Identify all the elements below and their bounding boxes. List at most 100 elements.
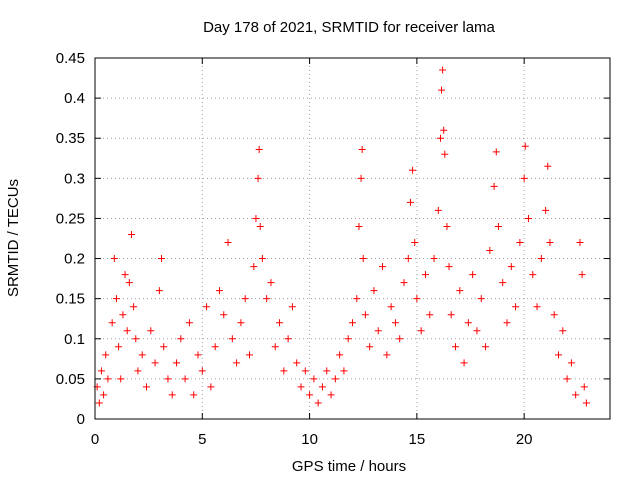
data-point [250,263,258,271]
data-point [430,255,438,263]
data-point [486,247,494,255]
data-point [516,239,524,247]
data-point [421,271,429,279]
data-point [255,145,263,153]
data-point [318,383,326,391]
data-point [578,271,586,279]
data-point [406,198,414,206]
data-point [211,343,219,351]
data-point [203,303,211,311]
data-point [512,303,520,311]
data-point [151,359,159,367]
data-point [224,239,232,247]
x-tick-label: 10 [301,431,318,448]
y-tick-labels: 0 0.05 0.1 0.15 0.2 0.25 0.3 0.35 0.4 0.45 [56,50,85,428]
x-tick-label: 15 [409,431,426,448]
data-point [220,311,228,319]
data-point [550,311,558,319]
data-point [359,255,367,263]
data-point [215,287,223,295]
data-point [252,214,260,222]
data-point [473,327,481,335]
data-point [143,383,150,391]
data-point [443,222,451,230]
data-point [370,287,378,295]
data-point [441,150,449,158]
data-point [524,214,532,222]
data-point [355,222,363,230]
data-point [409,166,417,174]
data-point [529,271,537,279]
data-point [396,335,404,343]
data-point [100,391,108,399]
data-point [233,359,241,367]
data-point [164,375,172,383]
data-point [374,327,382,335]
data-point [559,327,567,335]
data-point [104,375,112,383]
data-point [361,311,369,319]
data-point [460,359,468,367]
data-point [115,343,123,351]
data-point [254,174,262,182]
data-point [490,182,498,190]
data-point [125,279,133,287]
data-point [288,303,296,311]
data-point [353,295,361,303]
data-point [436,134,444,142]
plot-frame [94,57,611,420]
data-point [123,327,131,335]
data-point [494,222,502,230]
y-tick-label: 0 [77,411,85,428]
data-point [276,319,284,327]
data-point [358,145,366,153]
data-point [293,359,301,367]
data-point [132,335,140,343]
data-point [271,343,279,351]
data-point [503,319,511,327]
data-point [582,399,590,407]
y-tick-label: 0.05 [56,371,85,388]
data-point [198,367,206,375]
data-point [434,206,442,214]
data-point [173,359,181,367]
data-point [492,148,500,156]
data-point [439,66,447,74]
data-point [336,351,344,359]
data-point [97,367,105,375]
data-point [160,343,168,351]
x-tick-label: 20 [516,431,533,448]
data-point [117,375,125,383]
data-point [383,351,391,359]
data-point [121,271,129,279]
data-point [404,255,412,263]
data-point [366,343,374,351]
y-tick-label: 0.4 [64,90,85,107]
data-point [411,239,419,247]
grid-lines [95,58,610,419]
data-point [241,295,249,303]
data-point [256,222,264,230]
data-point [533,303,541,311]
data-point [246,351,253,359]
data-point [110,255,118,263]
data-point [168,391,176,399]
data-point [310,375,318,383]
data-point [520,174,528,182]
data-point [267,279,275,287]
y-tick-label: 0.35 [56,130,85,147]
data-point [263,295,271,303]
data-point [447,311,455,319]
data-point [134,367,142,375]
data-point [280,367,288,375]
data-point [544,162,552,170]
data-point [499,279,507,287]
data-point [469,271,477,279]
axis-ticks [94,57,610,420]
data-point [228,335,236,343]
data-point [482,343,490,351]
data-point [112,295,120,303]
data-point [327,391,335,399]
data-point [155,287,163,295]
data-point [387,303,395,311]
